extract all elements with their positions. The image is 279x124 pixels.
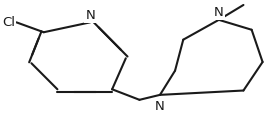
Text: N: N	[85, 9, 95, 22]
Text: Cl: Cl	[2, 16, 15, 29]
Text: N: N	[214, 6, 224, 19]
Text: N: N	[155, 100, 165, 113]
